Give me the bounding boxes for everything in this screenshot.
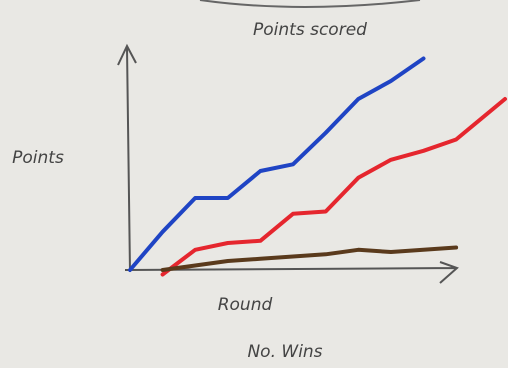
x-axis (124, 261, 459, 284)
board-edge (199, 0, 421, 8)
axes (117, 43, 459, 284)
series-line (128, 56, 426, 272)
chart-title: Points scored (253, 20, 367, 40)
series-line (160, 245, 459, 272)
y-axis (117, 43, 137, 273)
y-axis-label: Points (12, 148, 64, 168)
caption: No. Wins (247, 342, 322, 362)
x-axis-label: Round (218, 295, 273, 315)
series-line (160, 97, 507, 277)
